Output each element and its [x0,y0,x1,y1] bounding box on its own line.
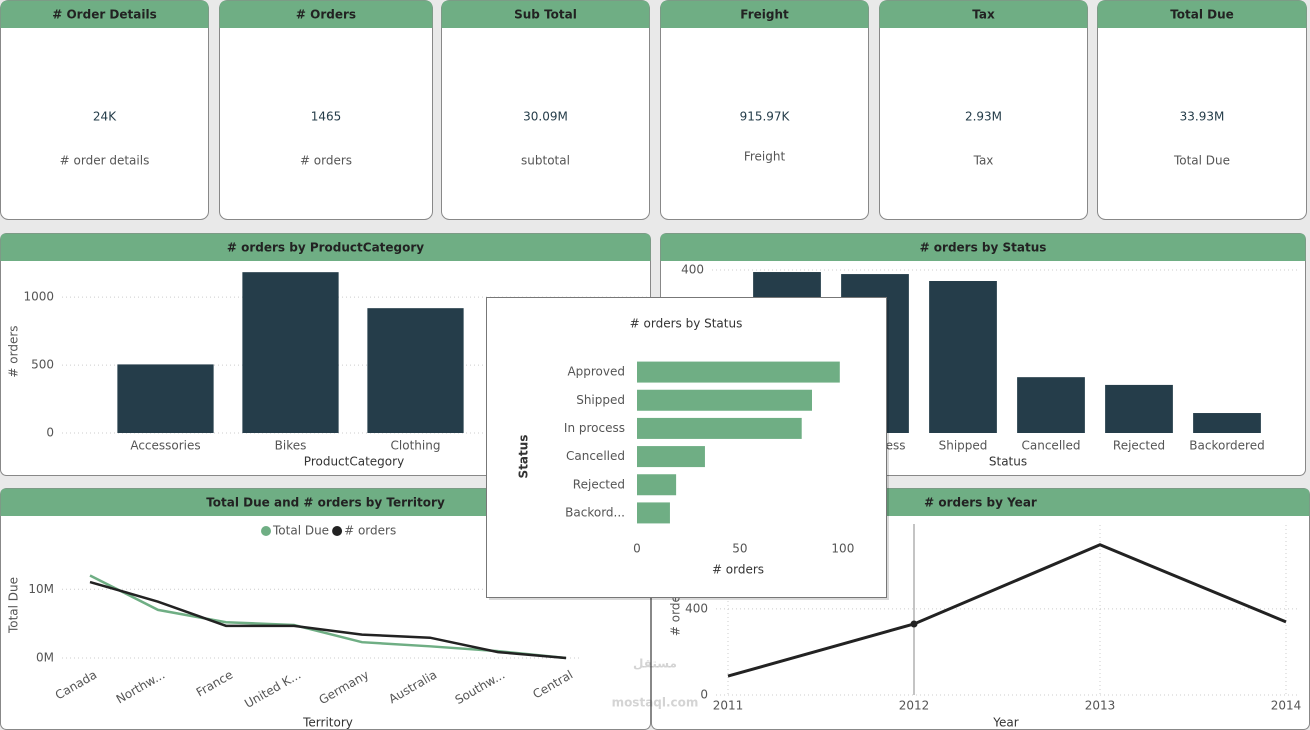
bar [929,281,997,433]
x-axis-label: Territory [302,716,353,730]
card-label: Tax [973,154,994,168]
bar [117,364,214,433]
x-tick-label: 2014 [1271,699,1302,713]
y-tick-label: Approved [567,365,625,379]
card-title: Tax [972,8,995,22]
card-label: # orders [300,154,352,168]
x-tick-label: Accessories [130,439,200,453]
card-title: Total Due [1170,8,1234,22]
panel-title: # orders by Status [920,241,1047,255]
y-tick-label: 400 [681,263,704,277]
x-tick-label: Rejected [1113,439,1165,453]
y-tick-label: Cancelled [566,449,625,463]
x-tick-label: Cancelled [1022,439,1081,453]
y-axis-label: Status [517,435,531,479]
x-axis-label: ProductCategory [304,455,404,469]
card-value: 33.93M [1180,110,1225,124]
card-title: # Orders [296,8,356,22]
panel-title: # orders by ProductCategory [227,241,424,255]
card-title: Sub Total [514,8,577,22]
bar [637,474,677,496]
y-tick-label: 400 [685,601,708,615]
y-tick-label: 0M [36,651,54,665]
card-header [660,0,869,28]
bar [637,389,812,411]
bar [367,308,464,433]
card-label: subtotal [521,154,570,168]
panel-title: Total Due and # orders by Territory [206,496,445,510]
y-axis-label: Total Due [7,577,21,634]
y-tick-label: Backord... [565,505,625,519]
legend-swatch [332,526,343,536]
card-value: 2.93M [965,110,1002,124]
watermark: mostaql.com [612,696,699,710]
card-value: 1465 [311,110,342,124]
x-tick-label: 100 [831,542,854,556]
x-tick-label: Bikes [275,439,307,453]
card-value: 24K [93,110,117,124]
x-tick-label: 0 [633,542,641,556]
y-tick-label: In process [564,421,625,435]
x-tick-label: Backordered [1189,439,1264,453]
card-value: 30.09M [523,110,568,124]
card-header [441,0,650,28]
line [89,580,567,660]
y-tick-label: 10M [28,582,54,596]
card-value: 915.97K [740,110,791,124]
y-tick-label: 0 [46,426,54,440]
popup-title: # orders by Status [630,317,743,331]
y-tick-label: Shipped [576,393,625,407]
bar [1017,377,1085,433]
bar [637,446,705,468]
y-tick-label: 500 [31,358,54,372]
y-tick-label: Rejected [573,477,625,491]
panel-title: # orders by Year [924,496,1037,510]
panel-header [660,233,1306,261]
bar [637,361,840,383]
watermark: مستقل [633,657,677,671]
card-title: Freight [740,8,789,22]
card-header [1097,0,1307,28]
x-tick-label: Shipped [939,439,988,453]
bar [242,272,339,433]
card-label: Freight [744,150,786,164]
bar [637,502,670,524]
y-axis-label: # orders [7,325,21,377]
x-tick-label: 50 [732,542,747,556]
card-title: # Order Details [52,8,156,22]
line [727,543,1287,678]
x-tick-label: 2012 [899,699,930,713]
x-axis-label: Status [989,455,1027,469]
card-header [219,0,433,28]
card-header [879,0,1088,28]
panel-header [0,233,651,261]
bar [637,417,802,439]
hover-point [910,620,918,628]
card-label: # order details [60,154,150,168]
x-tick-label: Clothing [391,439,441,453]
y-tick-label: 1000 [23,290,54,304]
x-axis-label: Year [992,716,1018,730]
card-label: Total Due [1173,154,1230,168]
y-tick-label: 0 [700,688,708,702]
x-tick-label: 2011 [713,699,744,713]
x-tick-label: 2013 [1085,699,1116,713]
x-axis-label: # orders [712,563,764,577]
bar [1193,413,1261,433]
legend-label: # orders [344,524,396,538]
legend-swatch [261,526,271,536]
bar [1105,384,1173,433]
legend-label: Total Due [272,524,329,538]
card-header [0,0,209,28]
